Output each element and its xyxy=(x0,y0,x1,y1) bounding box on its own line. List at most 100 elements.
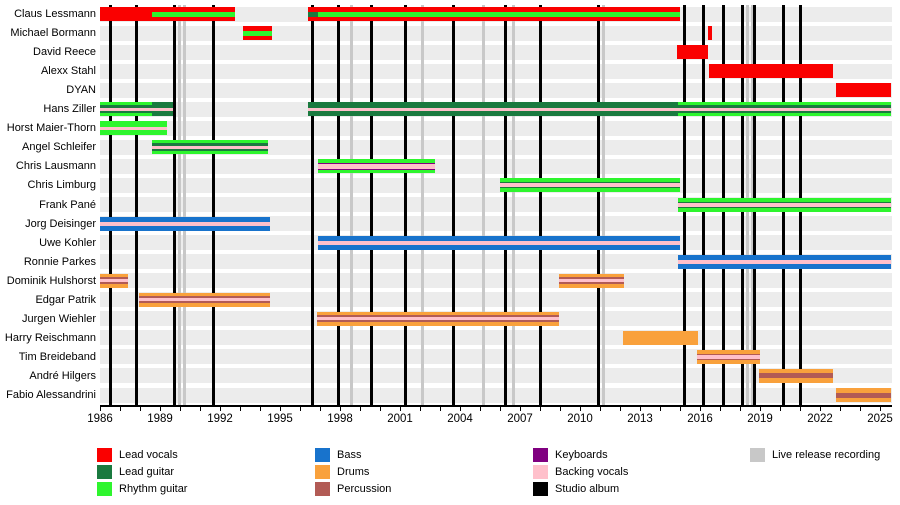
year-tick xyxy=(100,407,101,411)
timeline-bar xyxy=(500,178,680,193)
timeline-bar xyxy=(100,121,167,136)
year-tick xyxy=(700,407,701,411)
year-tick-label: 1986 xyxy=(87,413,113,425)
year-tick xyxy=(560,407,561,411)
year-tick-label: 2001 xyxy=(387,413,413,425)
member-label: Michael Bormann xyxy=(10,27,96,40)
year-tick xyxy=(740,407,741,411)
role-stripe-percussion xyxy=(759,373,833,379)
role-stripe-backing_vocals xyxy=(100,221,270,226)
role-stripe-rhythm_guitar xyxy=(308,11,680,17)
year-tick-label: 2010 xyxy=(567,413,593,425)
row-band xyxy=(100,44,892,60)
timeline-bar xyxy=(100,216,270,231)
legend-swatch-lead_vocals xyxy=(97,448,112,462)
year-tick xyxy=(180,407,181,411)
year-tick xyxy=(600,407,601,411)
live-release-line xyxy=(349,5,353,405)
studio-album-line xyxy=(211,5,215,405)
role-stripe-rhythm_guitar xyxy=(152,151,268,155)
year-tick xyxy=(280,407,281,411)
row-band xyxy=(100,120,892,136)
member-label: Jorg Deisinger xyxy=(25,217,96,230)
year-tick xyxy=(360,407,361,411)
timeline-bar xyxy=(317,311,559,326)
member-label: Hans Ziller xyxy=(43,103,96,116)
studio-album-line xyxy=(538,5,542,405)
live-release-line xyxy=(481,5,485,405)
year-tick xyxy=(640,407,641,411)
studio-album-line xyxy=(403,5,407,405)
studio-album-line xyxy=(336,5,340,405)
row-band xyxy=(100,82,892,98)
year-tick-label: 1998 xyxy=(327,413,353,425)
legend-label: Live release recording xyxy=(772,449,881,461)
role-stripe-backing_vocals xyxy=(100,126,167,130)
row-band xyxy=(100,292,892,308)
year-tick-label: 1992 xyxy=(207,413,233,425)
member-label: Alexx Stahl xyxy=(40,65,96,78)
timeline-bar xyxy=(100,7,235,21)
live-release-line xyxy=(420,5,424,405)
member-label: Claus Lessmann xyxy=(14,8,96,20)
role-stripe-backing_vocals xyxy=(318,240,680,245)
role-stripe-backing_vocals xyxy=(100,279,128,283)
year-tick xyxy=(520,407,521,411)
legend-swatch-lead_guitar xyxy=(97,465,112,479)
role-stripe-backing_vocals xyxy=(697,354,760,359)
role-stripe-rhythm_guitar xyxy=(152,140,268,144)
legend-item-live_release: Live release recording xyxy=(750,448,900,462)
legend-item-lead_guitar: Lead guitar xyxy=(97,465,297,479)
row-band xyxy=(100,368,892,384)
timeline-bar xyxy=(836,83,891,98)
legend-label: Percussion xyxy=(337,483,392,495)
legend-item-lead_vocals: Lead vocals xyxy=(97,448,297,462)
year-tick-label: 1989 xyxy=(147,413,173,425)
live-release-line xyxy=(177,5,181,405)
year-tick-label: 2016 xyxy=(687,413,713,425)
legend-swatch-rhythm_guitar xyxy=(97,482,112,496)
legend-label: Drums xyxy=(337,466,370,478)
legend-item-rhythm_guitar: Rhythm guitar xyxy=(97,482,297,496)
timeline-bar xyxy=(709,64,833,79)
year-tick xyxy=(320,407,321,411)
timeline-bar xyxy=(308,7,680,21)
member-label: Harry Reischmann xyxy=(4,331,96,344)
live-release-line xyxy=(182,5,186,405)
role-stripe-backing_vocals xyxy=(139,298,270,302)
year-tick xyxy=(240,407,241,411)
timeline-bar xyxy=(559,273,624,288)
year-tick xyxy=(200,407,201,411)
row-band xyxy=(100,177,892,193)
role-stripe-rhythm_guitar xyxy=(100,102,152,106)
timeline-bar xyxy=(697,349,760,364)
legend-swatch-keyboards xyxy=(533,448,548,462)
legend-item-percussion: Percussion xyxy=(315,482,515,496)
live-release-line xyxy=(601,5,605,405)
timeline-bar xyxy=(678,197,891,212)
year-tick-label: 2004 xyxy=(447,413,473,425)
year-tick xyxy=(400,407,401,411)
timeline-bar xyxy=(318,159,435,174)
year-tick-label: 2022 xyxy=(807,413,833,425)
legend-label: Lead guitar xyxy=(119,466,175,478)
legend-swatch-backing_vocals xyxy=(533,465,548,479)
member-label: David Reece xyxy=(33,46,96,59)
row-band xyxy=(100,139,892,155)
timeline-bar xyxy=(836,388,891,402)
legend-swatch-live_release xyxy=(750,448,765,462)
year-tick xyxy=(760,407,761,411)
studio-album-line xyxy=(134,5,138,405)
row-band xyxy=(100,25,892,41)
year-tick xyxy=(860,407,861,411)
year-tick xyxy=(800,407,801,411)
year-tick xyxy=(660,407,661,411)
row-band xyxy=(100,216,892,232)
year-tick xyxy=(880,407,881,411)
studio-album-line xyxy=(503,5,507,405)
member-label: Chris Limburg xyxy=(27,179,96,192)
legend-item-drums: Drums xyxy=(315,465,515,479)
member-label: Tim Breideband xyxy=(18,350,96,363)
member-label: André Hilgers xyxy=(29,369,96,382)
timeline-bar xyxy=(677,45,708,60)
